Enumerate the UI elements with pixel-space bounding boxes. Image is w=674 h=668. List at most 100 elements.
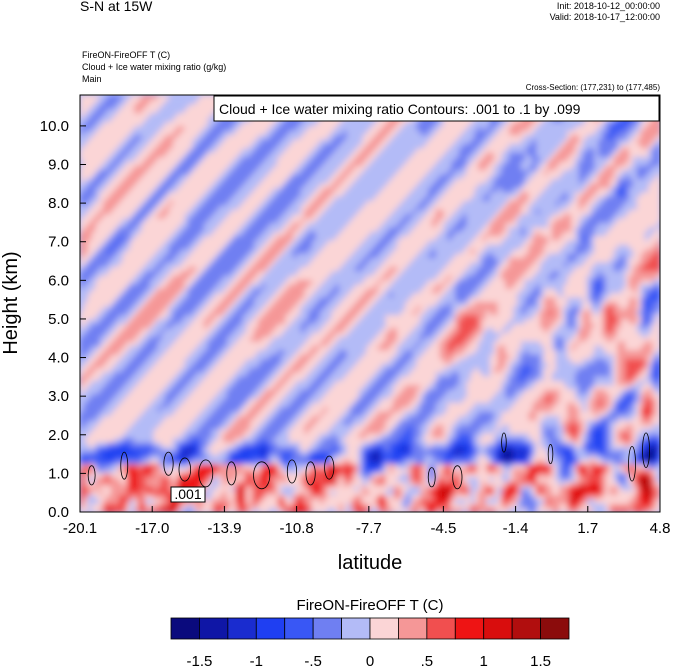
field-cell [493, 419, 499, 425]
field-cell [462, 419, 468, 425]
field-cell [219, 468, 224, 474]
field-cell [184, 432, 189, 438]
field-cell [254, 380, 259, 386]
field-cell [114, 384, 120, 390]
field-cell [323, 432, 329, 438]
field-cell [284, 481, 290, 487]
field-cell [126, 472, 131, 478]
field-label-cloud-ice: Cloud + Ice water mixing ratio (g/kg) [82, 62, 226, 72]
field-cell [420, 384, 425, 390]
field-cell [482, 503, 487, 509]
field-cell [312, 450, 317, 456]
field-cell [493, 393, 499, 399]
field-cell [470, 485, 475, 491]
field-cell [196, 367, 201, 373]
field-cell [242, 446, 247, 452]
field-cell [226, 397, 232, 403]
field-cell [138, 503, 143, 509]
field-cell [447, 432, 452, 438]
field-cell [489, 415, 495, 421]
field-label-temperature: FireON-FireOFF T (C) [82, 50, 170, 60]
field-cell [223, 371, 228, 377]
field-cell [551, 411, 557, 417]
field-cell [451, 476, 456, 482]
field-cell [138, 476, 143, 482]
field-cell [408, 411, 414, 417]
field-cell [323, 397, 329, 403]
field-cell [172, 371, 178, 377]
field-cell [172, 367, 178, 373]
field-cell [265, 380, 271, 386]
field-cell [315, 397, 321, 403]
field-cell [455, 454, 460, 460]
field-cell [400, 503, 406, 509]
field-cell [122, 406, 127, 412]
field-cell [605, 384, 611, 390]
field-cell [358, 490, 363, 496]
field-cell [180, 432, 185, 438]
field-cell [594, 485, 599, 491]
field-cell [215, 402, 220, 408]
field-cell [304, 441, 309, 447]
field-cell [571, 437, 576, 443]
field-cell [261, 468, 267, 474]
field-cell [335, 380, 340, 386]
field-cell [242, 415, 247, 421]
field-cell [571, 441, 576, 447]
field-cell [257, 437, 263, 443]
field-cell [373, 459, 379, 465]
field-cell [145, 406, 151, 412]
field-cell [350, 415, 356, 421]
field-cell [304, 406, 309, 412]
field-cell [648, 428, 653, 434]
field-cell [176, 419, 182, 425]
field-cell [416, 437, 421, 443]
field-cell [288, 503, 294, 509]
field-cell [145, 503, 151, 509]
field-cell [497, 490, 503, 496]
field-cell [544, 393, 549, 399]
field-cell [428, 437, 433, 443]
field-cell [648, 411, 653, 417]
field-cell [223, 450, 228, 456]
field-cell [567, 476, 572, 482]
field-cell [370, 468, 375, 474]
field-cell [408, 490, 414, 496]
field-cell [110, 371, 116, 377]
field-cell [617, 406, 622, 412]
field-cell [327, 397, 332, 403]
field-cell [447, 454, 452, 460]
field-cell [516, 490, 522, 496]
field-cell [408, 402, 414, 408]
field-cell [211, 498, 216, 504]
field-cell [594, 428, 599, 434]
field-cell [161, 362, 166, 368]
field-cell [226, 507, 232, 512]
field-cell [281, 384, 286, 390]
field-cell [273, 428, 278, 434]
field-cell [455, 384, 460, 390]
field-cell [192, 481, 197, 487]
field-cell [277, 481, 282, 487]
field-cell [234, 450, 240, 456]
field-cell [215, 481, 220, 487]
field-cell [87, 472, 93, 478]
field-cell [400, 476, 406, 482]
field-cell [223, 437, 228, 443]
field-cell [567, 441, 572, 447]
field-cell [265, 384, 271, 390]
field-cell [346, 498, 352, 504]
field-cell [455, 463, 460, 469]
field-cell [482, 428, 487, 434]
field-cell [157, 437, 162, 443]
field-cell [636, 459, 642, 465]
field-cell [513, 503, 518, 509]
field-cell [126, 437, 131, 443]
field-cell [594, 490, 599, 496]
field-cell [284, 432, 290, 438]
field-cell [354, 490, 359, 496]
field-cell [203, 375, 209, 381]
field-cell [168, 446, 174, 452]
field-cell [640, 415, 646, 421]
field-cell [458, 432, 464, 438]
